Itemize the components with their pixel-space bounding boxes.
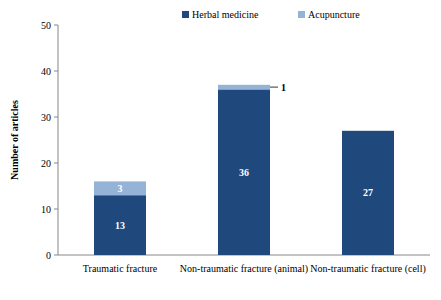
- data-label: 36: [239, 167, 249, 178]
- y-tick-label: 30: [41, 112, 51, 123]
- data-label: 3: [118, 183, 123, 194]
- bars: [94, 85, 394, 255]
- y-tick: [54, 71, 58, 72]
- legend-swatch: [298, 11, 305, 18]
- data-label: 1: [281, 82, 286, 93]
- legend-label: Herbal medicine: [192, 9, 259, 20]
- y-tick: [54, 117, 58, 118]
- y-axis: [58, 25, 59, 255]
- y-tick: [54, 163, 58, 164]
- y-tick-label: 20: [41, 158, 51, 169]
- y-tick-label: 0: [46, 250, 51, 261]
- bar: [218, 85, 270, 90]
- label-leader: [270, 87, 278, 88]
- y-tick: [54, 209, 58, 210]
- bar: [342, 131, 394, 255]
- y-tick-label: 50: [41, 20, 51, 31]
- x-tick-label: Non-traumatic fracture (animal): [180, 263, 308, 275]
- y-tick-label: 40: [41, 66, 51, 77]
- legend-swatch: [182, 11, 189, 18]
- bar: [94, 195, 146, 255]
- data-labels: 13 36 27 3 1: [115, 82, 373, 231]
- data-label: 13: [115, 220, 125, 231]
- legend-label: Acupuncture: [308, 9, 360, 20]
- x-tick-label: Non-traumatic fracture (cell): [310, 263, 426, 275]
- data-label: 27: [363, 187, 373, 198]
- bar: [94, 181, 146, 195]
- y-axis-title: Number of articles: [9, 100, 20, 180]
- chart: 0 10 20 30 40 50 Number of articles Traumatic f…: [0, 0, 441, 300]
- y-tick: [54, 255, 58, 256]
- bar: [218, 89, 270, 255]
- y-tick-label: 10: [41, 204, 51, 215]
- y-tick: [54, 25, 58, 26]
- x-tick-label: Traumatic fracture: [83, 263, 158, 274]
